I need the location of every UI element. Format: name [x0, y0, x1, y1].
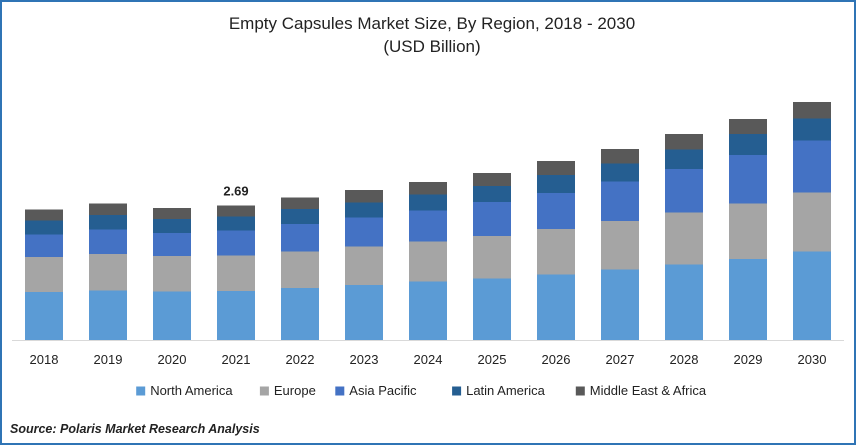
bar-2020-middle-east-africa: [153, 208, 191, 219]
bar-2023-asia-pacific: [345, 217, 383, 247]
bar-2021-europe: [217, 255, 255, 291]
bar-2029-north-america: [729, 259, 767, 340]
x-tick-label: 2020: [158, 352, 187, 367]
bar-2020-north-america: [153, 291, 191, 340]
bar-2026-europe: [537, 229, 575, 275]
bar-2022-europe: [281, 251, 319, 288]
bar-2024-latin-america: [409, 194, 447, 211]
bar-2028-latin-america: [665, 149, 703, 169]
bar-2027-latin-america: [601, 163, 639, 182]
bar-2028-europe: [665, 212, 703, 265]
bar-2030-asia-pacific: [793, 140, 831, 193]
bars-group: [25, 102, 831, 340]
bar-2026-asia-pacific: [537, 193, 575, 229]
x-tick-label: 2025: [478, 352, 507, 367]
bar-2022-north-america: [281, 288, 319, 340]
bar-2027-north-america: [601, 269, 639, 340]
legend-label-latin-america: Latin America: [466, 383, 546, 398]
bar-2029-asia-pacific: [729, 155, 767, 204]
bar-2025-latin-america: [473, 186, 511, 202]
legend-swatch-europe: [259, 386, 269, 396]
bar-2018-europe: [25, 257, 63, 292]
bar-2026-middle-east-africa: [537, 161, 575, 175]
legend-label-asia-pacific: Asia Pacific: [349, 383, 417, 398]
bar-2029-middle-east-africa: [729, 119, 767, 134]
bar-2029-latin-america: [729, 134, 767, 155]
bar-2022-latin-america: [281, 209, 319, 224]
bar-2025-europe: [473, 236, 511, 279]
bar-2025-asia-pacific: [473, 202, 511, 236]
bar-2019-europe: [89, 254, 127, 291]
bar-2028-middle-east-africa: [665, 134, 703, 150]
bar-2026-latin-america: [537, 175, 575, 193]
bar-2020-latin-america: [153, 219, 191, 233]
bar-2023-north-america: [345, 285, 383, 340]
bar-2020-europe: [153, 256, 191, 292]
x-tick-label: 2026: [542, 352, 571, 367]
bar-2020-asia-pacific: [153, 233, 191, 256]
bar-2025-middle-east-africa: [473, 173, 511, 186]
bar-2024-north-america: [409, 281, 447, 340]
legend-swatch-north-america: [136, 386, 146, 396]
bar-2027-europe: [601, 221, 639, 270]
x-tick-label: 2030: [798, 352, 827, 367]
bar-2019-north-america: [89, 290, 127, 340]
chart-title: Empty Capsules Market Size, By Region, 2…: [229, 14, 635, 33]
bar-2030-latin-america: [793, 118, 831, 141]
bar-2030-middle-east-africa: [793, 102, 831, 119]
bar-2021-asia-pacific: [217, 230, 255, 256]
legend-label-north-america: North America: [150, 383, 233, 398]
legend-swatch-asia-pacific: [335, 386, 345, 396]
data-labels: 2.69: [223, 184, 248, 199]
bar-2023-europe: [345, 246, 383, 285]
source-note: Source: Polaris Market Research Analysis: [10, 422, 260, 436]
x-tick-label: 2023: [350, 352, 379, 367]
x-tick-label: 2024: [414, 352, 443, 367]
bar-2021-north-america: [217, 291, 255, 340]
bar-2018-latin-america: [25, 220, 63, 235]
bar-2022-middle-east-africa: [281, 197, 319, 209]
x-tick-labels: 2018 2019 2020 2021 2022 2023 2024 2025 2026 2027…: [30, 352, 827, 367]
bar-2029-europe: [729, 203, 767, 259]
bar-2024-middle-east-africa: [409, 182, 447, 195]
x-tick-label: 2018: [30, 352, 59, 367]
bar-2028-asia-pacific: [665, 169, 703, 213]
bar-2030-europe: [793, 192, 831, 252]
bar-2027-middle-east-africa: [601, 149, 639, 164]
bar-2018-asia-pacific: [25, 234, 63, 257]
x-tick-label: 2021: [222, 352, 251, 367]
legend-swatch-middle-east-africa: [575, 386, 585, 396]
bar-2019-middle-east-africa: [89, 203, 127, 215]
x-tick-label: 2028: [670, 352, 699, 367]
bar-2021-latin-america: [217, 216, 255, 231]
bar-2024-europe: [409, 241, 447, 282]
bar-2028-north-america: [665, 264, 703, 340]
x-tick-label: 2029: [734, 352, 763, 367]
x-tick-label: 2019: [94, 352, 123, 367]
bar-2030-north-america: [793, 251, 831, 340]
bar-2018-middle-east-africa: [25, 209, 63, 221]
bar-2023-middle-east-africa: [345, 190, 383, 203]
bar-2024-asia-pacific: [409, 210, 447, 242]
bar-2022-asia-pacific: [281, 224, 319, 252]
legend-swatch-latin-america: [452, 386, 462, 396]
legend-label-middle-east-africa: Middle East & Africa: [590, 383, 707, 398]
chart-subtitle: (USD Billion): [383, 37, 480, 56]
x-tick-label: 2027: [606, 352, 635, 367]
bar-2026-north-america: [537, 274, 575, 340]
data-label-2021: 2.69: [223, 184, 248, 199]
bar-2027-asia-pacific: [601, 181, 639, 221]
legend: North America Europe Asia Pacific Latin Ame…: [136, 383, 707, 398]
bar-2021-middle-east-africa: [217, 205, 255, 217]
bar-2018-north-america: [25, 292, 63, 340]
x-tick-label: 2022: [286, 352, 315, 367]
bar-2019-latin-america: [89, 215, 127, 230]
legend-label-europe: Europe: [274, 383, 316, 398]
bar-2023-latin-america: [345, 202, 383, 218]
bar-2025-north-america: [473, 278, 511, 340]
bar-2019-asia-pacific: [89, 229, 127, 254]
